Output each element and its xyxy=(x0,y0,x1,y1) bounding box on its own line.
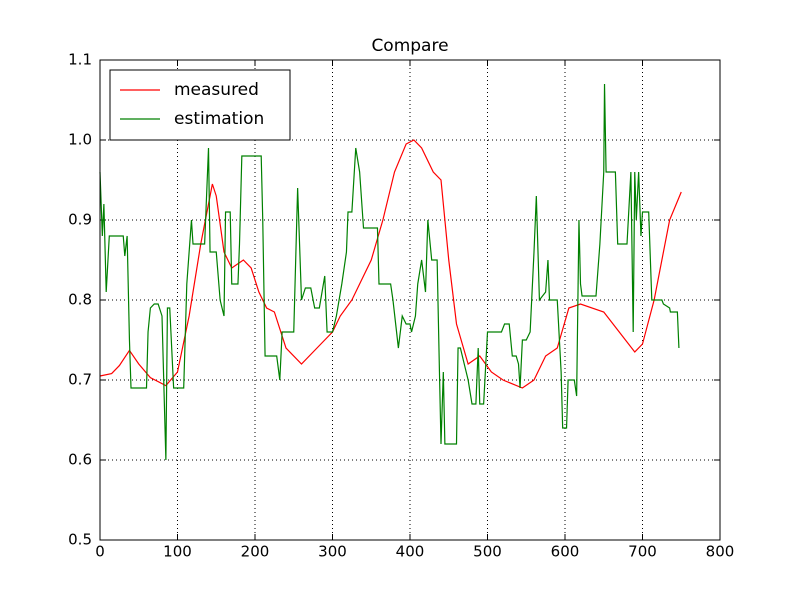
chart-title: Compare xyxy=(371,36,448,56)
series-line xyxy=(99,83,680,461)
plot-frame xyxy=(99,59,721,541)
legend-label: estimation xyxy=(174,109,264,129)
x-tick-label: 500 xyxy=(473,543,502,561)
y-tick-label: 0.6 xyxy=(68,451,92,469)
y-tick-label: 0.9 xyxy=(68,211,92,229)
x-tick-label: 600 xyxy=(551,543,580,561)
x-tick-label: 300 xyxy=(318,543,347,561)
x-tick-label: 700 xyxy=(628,543,657,561)
legend-box xyxy=(109,69,291,141)
y-tick-label: 0.5 xyxy=(68,531,92,549)
y-tick-label: 0.8 xyxy=(68,291,92,309)
x-tick-label: 800 xyxy=(706,543,735,561)
y-tick-label: 0.7 xyxy=(68,371,92,389)
y-tick-label: 1.1 xyxy=(68,51,92,69)
x-tick-label: 100 xyxy=(163,543,192,561)
x-tick-label: 0 xyxy=(95,543,105,561)
legend-label: measured xyxy=(174,80,259,100)
x-tick-label: 400 xyxy=(396,543,425,561)
x-tick-label: 200 xyxy=(241,543,270,561)
y-tick-label: 1.0 xyxy=(68,131,92,149)
